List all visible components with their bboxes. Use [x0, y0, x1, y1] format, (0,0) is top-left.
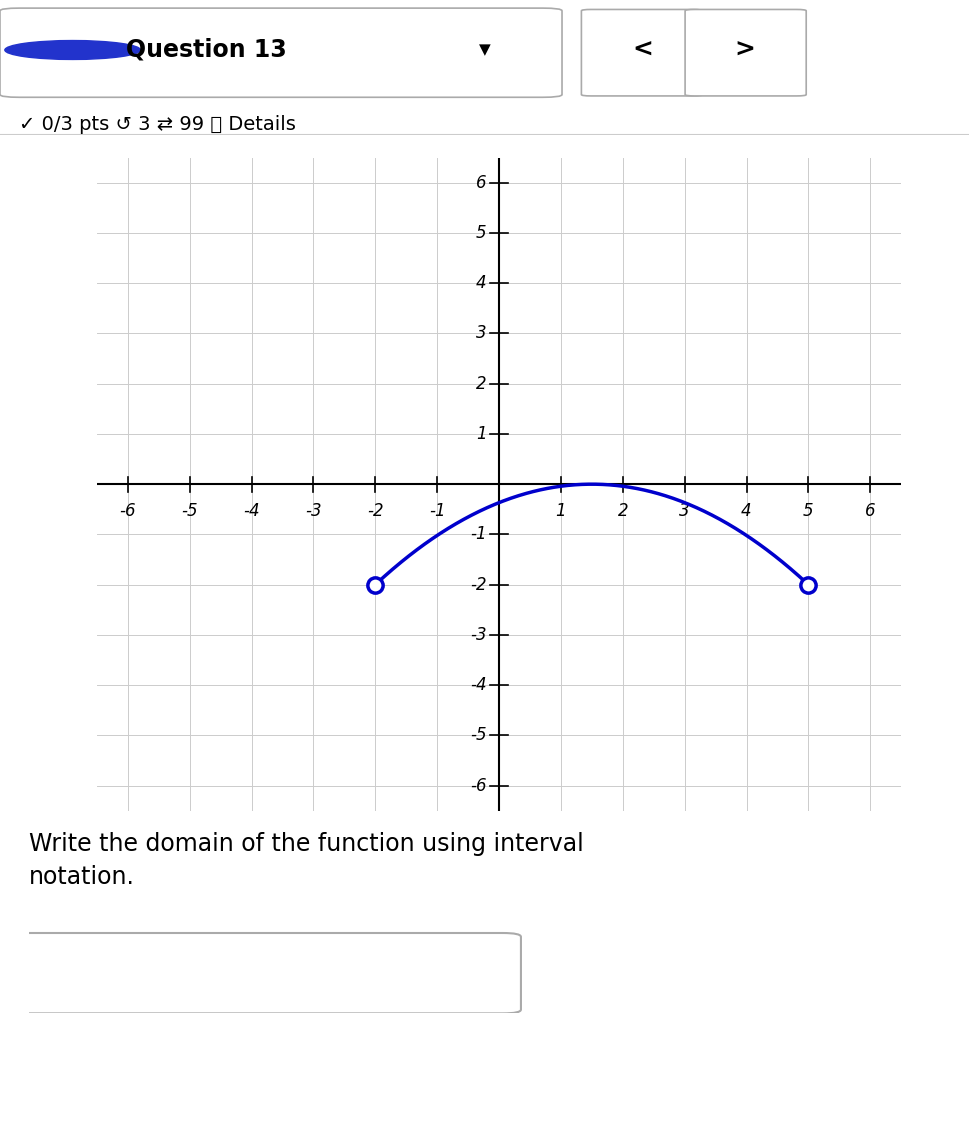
FancyBboxPatch shape — [0, 8, 562, 97]
Text: 2: 2 — [617, 502, 628, 520]
Text: 6: 6 — [865, 502, 876, 520]
Circle shape — [5, 41, 141, 60]
FancyBboxPatch shape — [685, 9, 806, 96]
Text: -6: -6 — [119, 502, 137, 520]
Text: 6: 6 — [476, 173, 486, 191]
Text: ✓ 0/3 pts ↺ 3 ⇄ 99 ⓘ Details: ✓ 0/3 pts ↺ 3 ⇄ 99 ⓘ Details — [19, 115, 297, 134]
Text: -3: -3 — [305, 502, 322, 520]
Text: 2: 2 — [476, 375, 486, 393]
Text: 5: 5 — [803, 502, 814, 520]
Text: -4: -4 — [470, 676, 486, 694]
Text: -5: -5 — [181, 502, 198, 520]
Text: 1: 1 — [476, 425, 486, 443]
Text: -4: -4 — [243, 502, 260, 520]
Text: 3: 3 — [476, 324, 486, 342]
Text: <: < — [632, 38, 653, 62]
Text: -6: -6 — [470, 777, 486, 795]
Text: Question 13: Question 13 — [126, 38, 287, 62]
Text: >: > — [735, 38, 756, 62]
Text: 4: 4 — [741, 502, 752, 520]
FancyBboxPatch shape — [11, 933, 521, 1013]
Text: ▼: ▼ — [479, 43, 490, 57]
Text: Write the domain of the function using interval
notation.: Write the domain of the function using i… — [29, 831, 583, 890]
Text: 1: 1 — [555, 502, 566, 520]
FancyBboxPatch shape — [581, 9, 703, 96]
Text: 3: 3 — [679, 502, 690, 520]
Text: -1: -1 — [429, 502, 446, 520]
Text: -3: -3 — [470, 626, 486, 644]
Text: -2: -2 — [470, 575, 486, 593]
Text: -2: -2 — [367, 502, 384, 520]
Text: 5: 5 — [476, 224, 486, 242]
Text: -1: -1 — [470, 526, 486, 544]
Text: 4: 4 — [476, 275, 486, 293]
Text: -5: -5 — [470, 726, 486, 744]
